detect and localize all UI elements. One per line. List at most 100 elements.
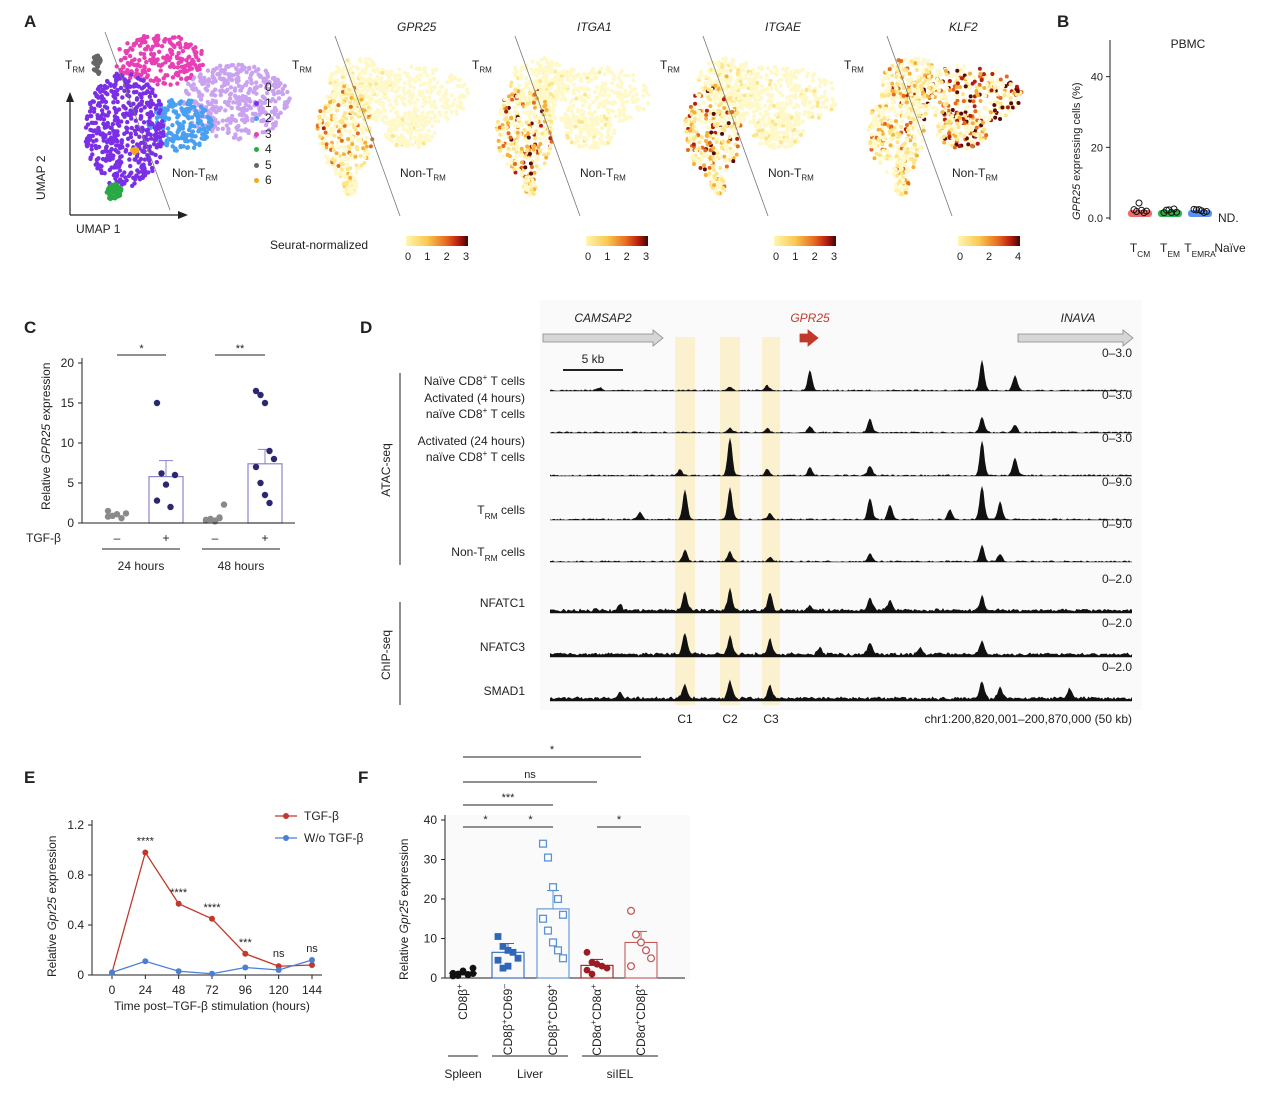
expression-point (781, 120, 786, 125)
expression-point (541, 75, 546, 80)
expression-point (534, 164, 539, 169)
expression-point (399, 96, 404, 101)
expression-point (778, 83, 783, 88)
umap-point (260, 106, 266, 111)
expression-point (383, 82, 388, 87)
expression-point (758, 75, 763, 80)
expression-point (377, 82, 382, 87)
expression-point (641, 94, 646, 99)
umap-point (234, 66, 239, 71)
umap-point (85, 114, 90, 119)
umap-point (93, 120, 99, 126)
umap-point (206, 110, 211, 116)
expression-point (905, 137, 910, 142)
expression-point (763, 104, 768, 109)
umap-point (210, 80, 215, 85)
scale-tick: 0 (773, 251, 779, 263)
expression-point (936, 81, 941, 86)
expression-point (613, 114, 618, 119)
expression-point (712, 183, 717, 188)
expression-point (704, 116, 709, 121)
umap-point (118, 154, 123, 160)
umap-point (212, 93, 218, 98)
expression-point (500, 154, 505, 159)
expression-point (711, 151, 716, 156)
trm-text: T (660, 58, 668, 72)
expression-point (619, 97, 624, 102)
expression-point (498, 132, 503, 137)
expression-point (738, 74, 743, 79)
expression-point (715, 191, 720, 196)
umap-point (141, 36, 146, 41)
expression-point (526, 135, 531, 140)
expression-point (328, 81, 333, 86)
expression-point (430, 124, 435, 129)
umap-point (190, 57, 195, 63)
expression-point (763, 141, 768, 146)
umap-point (176, 60, 181, 66)
umap-point (124, 129, 130, 135)
expression-point (341, 152, 346, 157)
umap-point (251, 89, 256, 95)
expression-point (586, 79, 591, 84)
expression-point (333, 116, 338, 121)
expression-point (573, 115, 578, 120)
expression-point (512, 167, 517, 172)
expression-point (822, 104, 827, 109)
expression-point (610, 81, 615, 86)
expression-point (336, 129, 341, 134)
expression-point (579, 94, 584, 99)
umap-point (140, 70, 146, 75)
expression-point (742, 93, 747, 98)
gene-title: KLF2 (949, 20, 978, 34)
umap-point (272, 105, 278, 111)
scale-tick: 0 (585, 251, 591, 263)
expression-point (527, 94, 532, 99)
expression-point (593, 110, 598, 115)
expression-point (519, 98, 524, 103)
umap-point (140, 127, 146, 132)
expression-point (759, 131, 764, 136)
expression-point (688, 104, 693, 109)
expression-point (930, 66, 935, 71)
expression-point (544, 138, 549, 143)
expression-point (416, 145, 421, 150)
umap-point (111, 100, 116, 105)
expression-point (538, 115, 543, 120)
umap-point (178, 69, 183, 74)
umap-point (231, 135, 237, 140)
expression-point (336, 90, 341, 95)
expression-point (1009, 101, 1014, 106)
expression-point (529, 171, 534, 176)
umap-point (267, 79, 272, 85)
expression-point (519, 160, 524, 165)
umap-point (154, 145, 160, 150)
expression-point (806, 115, 811, 120)
expression-point (523, 165, 528, 170)
umap-point (287, 96, 292, 101)
expression-point (704, 133, 709, 138)
expression-point (336, 69, 341, 74)
umap-point (91, 139, 96, 144)
expression-point (785, 129, 790, 134)
expression-point (781, 113, 786, 118)
expression-point (445, 106, 450, 111)
expression-point (365, 95, 370, 100)
expression-point (501, 103, 506, 108)
expression-point (756, 128, 761, 133)
expression-point (707, 140, 712, 145)
expression-point (583, 116, 588, 121)
expression-point (782, 132, 787, 137)
umap-point (135, 75, 141, 81)
expression-point (565, 72, 570, 77)
expression-point (971, 99, 976, 104)
expression-point (434, 67, 439, 72)
umap-point (156, 49, 162, 55)
expression-point (788, 81, 793, 86)
expression-point (765, 77, 770, 82)
gene-feature-plot-itgae (683, 35, 838, 217)
expression-point (730, 110, 735, 115)
gene-feature-plot-itga1 (495, 35, 651, 217)
umap-point (103, 145, 109, 150)
umap-point (174, 54, 180, 59)
